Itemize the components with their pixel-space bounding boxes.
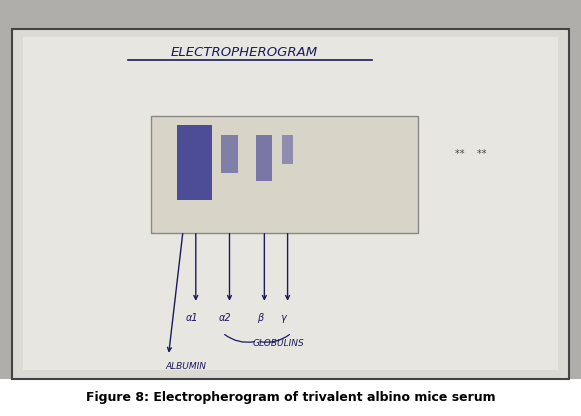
Bar: [177, 125, 212, 200]
Text: ELECTROPHEROGRAM: ELECTROPHEROGRAM: [170, 45, 318, 59]
Bar: [12, 29, 569, 379]
Text: γ: γ: [280, 313, 286, 323]
Bar: [151, 116, 418, 233]
Text: β: β: [257, 313, 263, 323]
Text: Figure 8: Electropherogram of trivalent albino mice serum: Figure 8: Electropherogram of trivalent …: [85, 391, 496, 404]
Text: **    **: ** **: [455, 149, 486, 159]
Bar: [282, 135, 293, 164]
Bar: [256, 135, 272, 181]
Text: α1: α1: [185, 313, 198, 323]
Bar: [23, 37, 558, 370]
Bar: [0, 379, 581, 416]
Text: GLOBULINS: GLOBULINS: [253, 339, 304, 348]
Bar: [221, 135, 238, 173]
Text: ALBUMIN: ALBUMIN: [166, 362, 207, 371]
Text: α2: α2: [219, 313, 232, 323]
